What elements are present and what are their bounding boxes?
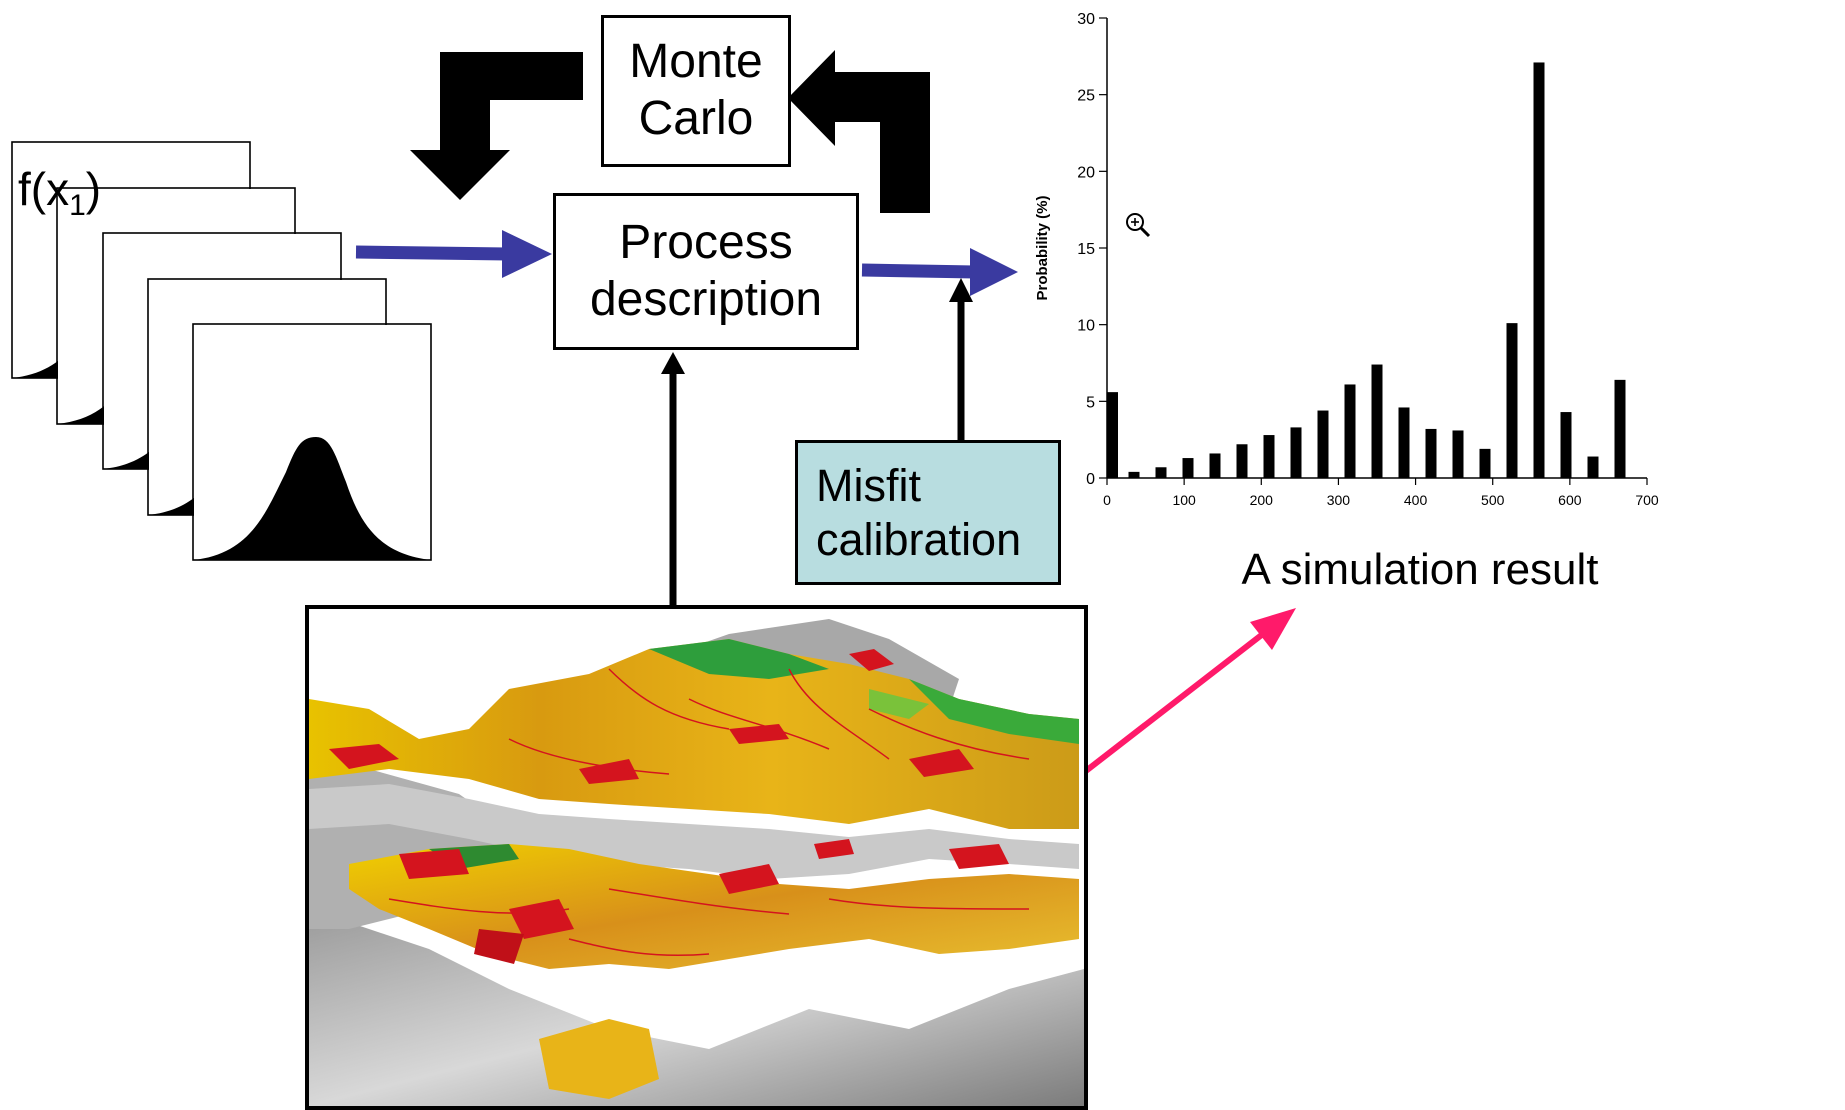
y-tick-label: 5 <box>1086 394 1095 411</box>
bar <box>1506 323 1518 478</box>
chart-bars <box>1107 62 1626 478</box>
x-tick-label: 200 <box>1250 492 1274 508</box>
distribution-card-5 <box>192 323 432 561</box>
distribution-label: f(x1) <box>18 163 102 223</box>
x-tick-label: 0 <box>1103 492 1111 508</box>
bar <box>1317 410 1329 478</box>
monte-carlo-box: Monte Carlo <box>601 15 791 167</box>
x-tick-label: 100 <box>1172 492 1196 508</box>
x-tick-label: 600 <box>1558 492 1582 508</box>
monte-carlo-label-line2: Carlo <box>638 92 754 145</box>
bar <box>1182 458 1194 478</box>
y-tick-label: 10 <box>1077 318 1095 335</box>
y-axis-label: Probability (%) <box>1034 195 1051 300</box>
simulation-caption: A simulation result <box>1241 545 1599 594</box>
y-tick-label: 25 <box>1077 88 1095 105</box>
y-tick-label: 20 <box>1077 164 1095 181</box>
bar <box>1371 364 1383 478</box>
x-tick-label: 300 <box>1327 492 1351 508</box>
bar <box>1452 430 1464 478</box>
bar <box>1479 448 1491 478</box>
bar <box>1290 427 1302 478</box>
distribution-stack <box>11 141 432 561</box>
bar <box>1236 444 1248 478</box>
bar <box>1614 379 1626 478</box>
output-arrow <box>861 248 1018 296</box>
bar <box>1398 407 1410 478</box>
misfit-label-line2: calibration <box>816 513 1022 565</box>
process-description-box: Process description <box>553 193 859 350</box>
y-tick-label: 30 <box>1077 11 1095 28</box>
monte-carlo-label-line1: Monte <box>629 35 763 89</box>
bent-arrow-left <box>410 52 583 200</box>
misfit-calibration-box: Misfit calibration <box>795 440 1061 585</box>
input-arrow <box>355 230 552 278</box>
y-tick-label: 0 <box>1086 471 1095 488</box>
process-label-line2: description <box>589 272 823 326</box>
x-tick-label: 700 <box>1635 492 1659 508</box>
zoom-cursor-icon <box>1126 213 1151 238</box>
bar <box>1344 384 1356 478</box>
bar <box>1107 392 1118 478</box>
bar <box>1128 471 1140 478</box>
process-label-line1: Process <box>619 215 793 269</box>
bar <box>1155 467 1167 478</box>
y-tick-label: 15 <box>1077 241 1095 258</box>
bar <box>1560 412 1572 478</box>
terrain-illustration <box>309 609 1084 1106</box>
bar <box>1263 435 1275 478</box>
misfit-arrow <box>949 278 973 440</box>
terrain-image <box>305 605 1088 1110</box>
bar <box>1533 62 1545 478</box>
bar <box>1209 453 1221 478</box>
misfit-label-line1: Misfit <box>816 460 921 512</box>
x-tick-label: 500 <box>1481 492 1505 508</box>
bent-arrow-right <box>788 50 930 213</box>
terrain-to-process-arrow <box>661 352 685 605</box>
bar <box>1425 428 1437 478</box>
x-tick-label: 400 <box>1404 492 1428 508</box>
bar <box>1587 456 1599 478</box>
